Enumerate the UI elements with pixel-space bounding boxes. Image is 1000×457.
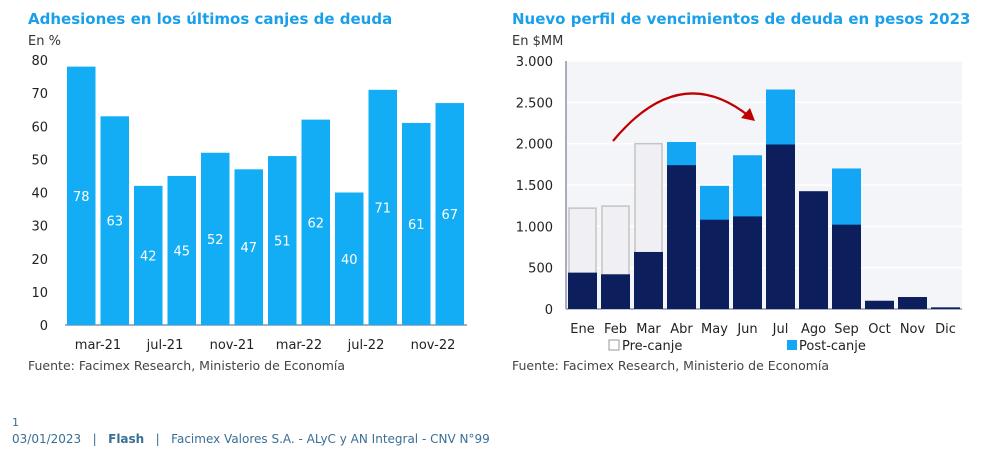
footer-flash: Flash [108,432,145,446]
x-tick-label: May [701,322,728,337]
footer-sep: | [92,432,97,446]
bar-data-label: 62 [307,216,324,231]
x-tick-label: mar-22 [276,338,322,353]
bar-data-label: 63 [106,215,123,230]
y-tick-label: 70 [31,87,48,102]
y-tick-label: 50 [31,153,48,168]
bar-base [700,219,729,309]
x-tick-label: Mar [636,322,661,337]
bar [301,119,330,325]
footer: 03/01/2023 | Flash | Facimex Valores S.A… [12,432,490,446]
y-tick-label: 3.000 [516,55,553,70]
bar [134,185,163,325]
legend-swatch-pre-canje [608,339,620,351]
y-tick-label: 30 [31,220,48,235]
bar-base [766,144,795,309]
x-tick-label: nov-22 [411,338,456,353]
annotation-arrow [612,92,751,142]
left-chart-title: Adhesiones en los últimos canjes de deud… [28,10,393,28]
y-tick-label: 0 [40,319,48,334]
x-tick-label: Dic [935,322,956,337]
left-chart-unit: En % [28,34,61,49]
x-tick-label: mar-21 [75,338,121,353]
right-chart-source: Fuente: Facimex Research, Ministerio de … [512,358,830,373]
bar [67,66,96,325]
bar-data-label: 45 [173,244,190,259]
bar [268,156,297,325]
footer-sep: | [155,432,160,446]
y-tick-label: 60 [31,120,48,135]
bar [335,192,364,325]
bar [234,169,263,325]
bar [368,89,397,325]
y-tick-label: 1.500 [516,179,553,194]
y-tick-label: 20 [31,253,48,268]
footer-date: 03/01/2023 [12,432,82,446]
y-tick-label: 2.000 [516,138,553,153]
bar-base [601,274,630,309]
left-chart-source: Fuente: Facimex Research, Ministerio de … [28,358,346,373]
footer-company: Facimex Valores S.A. - ALyC y AN Integra… [171,432,490,446]
bar-data-label: 78 [73,190,90,205]
bar-base [733,216,762,309]
bar-base [568,272,597,309]
x-tick-label: Nov [900,322,926,337]
bar-base [865,300,894,309]
bar-data-label: 71 [374,201,391,216]
legend-label-post-canje: Post-canje [799,339,866,354]
bar [167,175,196,325]
x-tick-label: Sep [834,322,859,337]
right-chart-title: Nuevo perfil de vencimientos de deuda en… [512,10,971,28]
x-tick-label: jul-21 [146,338,184,353]
x-tick-label: Ago [801,322,826,337]
bar [201,152,230,325]
bar-base [634,251,663,309]
x-tick-label: Oct [868,322,890,337]
y-tick-label: 0 [545,303,553,318]
x-tick-label: Abr [670,322,693,337]
bar-data-label: 52 [207,233,224,248]
y-tick-label: 500 [528,262,553,277]
y-tick-label: 40 [31,187,48,202]
bar [435,103,464,325]
x-tick-label: Jun [736,322,757,337]
bar-base [667,165,696,309]
x-tick-label: Ene [570,322,594,337]
bar-data-label: 42 [140,249,157,264]
x-tick-label: nov-21 [210,338,255,353]
bar [100,116,129,325]
page-number: 1 [12,416,19,429]
y-tick-label: 10 [31,286,48,301]
bar-data-label: 40 [341,253,358,268]
x-tick-label: jul-22 [347,338,385,353]
right-chart-unit: En $MM [512,34,564,49]
arrow-head-icon [741,108,755,121]
bar-base [799,191,828,309]
y-tick-label: 2.500 [516,96,553,111]
legend-swatch-post-canje [787,340,797,350]
y-tick-label: 80 [31,54,48,69]
bar [402,122,431,325]
bar-base [898,297,927,309]
bar-data-label: 47 [240,241,257,256]
x-tick-label: Feb [604,322,627,337]
legend-label-pre-canje: Pre-canje [622,339,682,354]
y-tick-label: 1.000 [516,220,553,235]
bar-data-label: 51 [274,235,291,250]
bar-base [832,224,861,309]
x-tick-label: Jul [772,322,789,337]
bar-data-label: 61 [408,218,425,233]
bar-data-label: 67 [441,208,458,223]
bar-base [931,307,960,309]
